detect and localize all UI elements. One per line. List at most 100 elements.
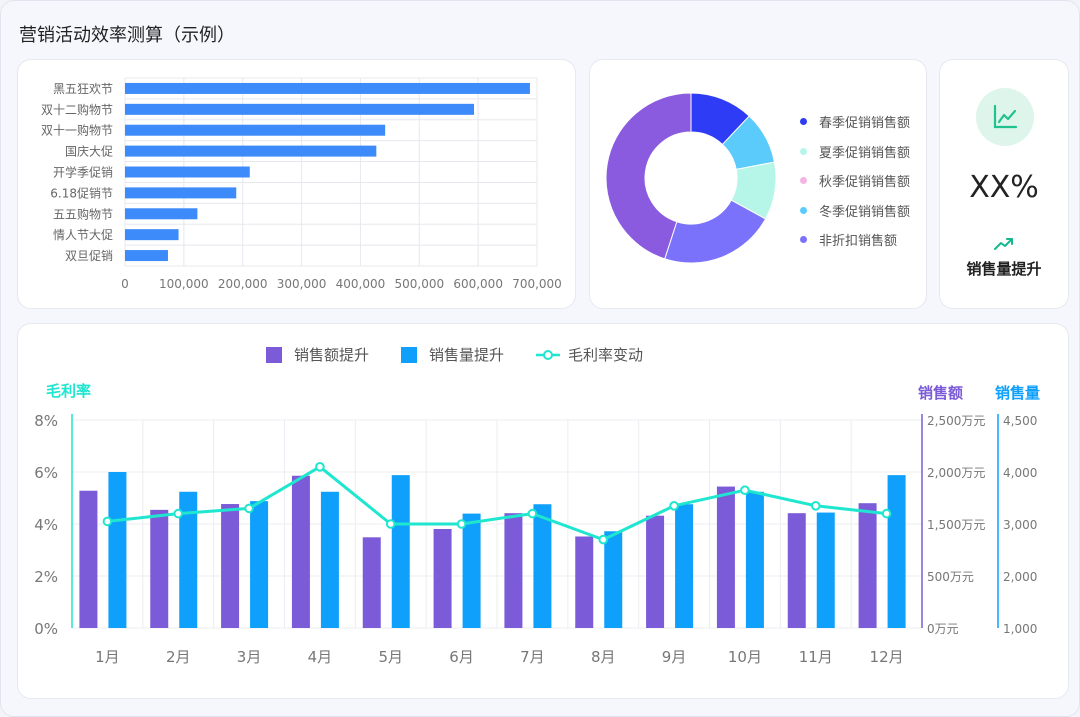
bar-sales-amount: [716, 486, 735, 628]
y-right2-tick-label: 4,500: [1003, 414, 1037, 428]
legend-label: 销售额提升: [294, 346, 370, 364]
bar-sales-volume: [108, 472, 127, 628]
bar-sales-volume: [462, 513, 481, 628]
kpi-value: XX%: [969, 170, 1039, 205]
y-left-tick-label: 2%: [34, 568, 58, 586]
category-label: 国庆大促: [65, 145, 113, 159]
legend-dot: [800, 177, 807, 184]
bar: [125, 229, 179, 241]
legend-dot: [800, 118, 807, 125]
x-tick-label: 400,000: [336, 277, 386, 291]
bar-sales-amount: [646, 515, 665, 628]
y-left-tick-label: 0%: [34, 620, 58, 638]
legend-margin: 毛利率变动: [536, 344, 643, 365]
x-tick-label: 8月: [591, 648, 616, 666]
margin-point: [456, 519, 467, 529]
x-tick-label: 0: [121, 277, 129, 291]
bar-sales-volume: [250, 501, 269, 628]
y-right2-axis-title: 销售量: [995, 384, 1040, 402]
monthly-combo-chart-card: 销售额提升 销售量提升 毛利率变动 0% 2% 4% 6% 8% 毛利率 销售额 销售量 0万元…: [17, 323, 1069, 699]
bar: [125, 208, 198, 220]
bar-sales-amount: [79, 490, 98, 628]
bar-sales-volume: [887, 475, 906, 628]
margin-line: [107, 465, 887, 542]
x-tick-label: 12月: [870, 648, 904, 666]
y-right1-tick-label: 0万元: [927, 622, 959, 636]
y-left-tick-label: 8%: [34, 412, 58, 430]
y-right2-tick-label: 3,000: [1003, 518, 1037, 532]
x-tick-label: 10月: [728, 648, 762, 666]
bar-sales-volume: [320, 491, 339, 628]
y-right1-tick-label: 1,500万元: [927, 518, 985, 532]
margin-point: [244, 503, 254, 514]
bar-sales-volume: [816, 512, 835, 628]
bar-sales-volume: [604, 531, 623, 628]
legend-sales-amount: 销售额提升: [266, 344, 369, 365]
donut-legend-item: 冬季促销销售额: [800, 201, 910, 220]
margin-point: [598, 534, 609, 545]
x-tick-label: 600,000: [453, 277, 503, 291]
category-label: 开学季促销: [53, 165, 113, 180]
kpi-card: XX% 销售量提升: [939, 59, 1069, 309]
bar-sales-amount: [787, 513, 806, 628]
x-tick-label: 9月: [662, 648, 687, 666]
legend-line-marker-icon: [536, 349, 560, 360]
category-label: 情人节大促: [53, 228, 113, 242]
y-left-tick-label: 4%: [34, 516, 58, 534]
bar: [125, 250, 168, 262]
donut-legend-item: 春季促销销售额: [800, 112, 910, 131]
x-tick-label: 5月: [378, 648, 403, 666]
y-left-axis-title: 毛利率: [46, 382, 91, 400]
season-donut-chart: [605, 92, 777, 264]
kpi-label: 销售量提升: [966, 260, 1042, 278]
y-right1-tick-label: 2,000万元: [927, 466, 985, 480]
category-label: 6.18促销节: [50, 186, 113, 200]
page-title: 营销活动效率测算（示例）: [19, 25, 235, 46]
bar: [125, 187, 237, 199]
legend-swatch-blue: [401, 346, 417, 363]
legend-label: 销售量提升: [429, 346, 505, 364]
y-right2-tick-label: 2,000: [1003, 570, 1037, 584]
donut-slice: [605, 92, 692, 260]
category-label: 双旦促销: [65, 249, 113, 263]
margin-point: [102, 516, 113, 527]
legend-label: 秋季促销销售额: [819, 175, 911, 190]
margin-point: [385, 519, 396, 529]
y-right2-tick-label: 1,000: [1003, 622, 1037, 636]
margin-point: [669, 501, 679, 511]
x-tick-label: 1月: [95, 648, 120, 666]
bar-sales-amount: [150, 509, 169, 628]
legend-dot: [800, 206, 807, 214]
campaign-sales-bar-chart-card: 0 100,000 200,000 300,000 400,000 500,000 600,…: [17, 59, 576, 309]
bar-sales-amount: [504, 513, 523, 628]
margin-point: [810, 501, 821, 511]
donut-legend-item: 夏季促销销售额: [800, 142, 910, 161]
bar-sales-amount: [291, 475, 310, 628]
bar-sales-amount: [858, 503, 877, 628]
margin-point: [173, 508, 184, 519]
x-tick-label: 100,000: [159, 277, 209, 291]
y-right1-tick-label: 2,500万元: [927, 414, 985, 428]
x-tick-label: 200,000: [218, 277, 268, 291]
bar-sales-amount: [221, 504, 240, 628]
category-label: 五五购物节: [53, 206, 113, 221]
bar-sales-volume: [391, 475, 410, 628]
legend-dot: [800, 147, 807, 155]
bar: [125, 166, 250, 178]
bar-sales-amount: [575, 536, 594, 628]
x-tick-label: 4月: [308, 648, 333, 666]
trend-up-icon: [994, 236, 1014, 256]
margin-point: [527, 508, 538, 519]
legend-label: 非折扣销售额: [819, 234, 898, 249]
x-tick-label: 300,000: [277, 277, 327, 291]
category-label: 双十一购物节: [41, 123, 113, 138]
x-tick-label: 11月: [799, 648, 833, 666]
campaign-bar-chart: 0 100,000 200,000 300,000 400,000 500,000 600,…: [41, 77, 562, 291]
y-right1-tick-label: 500万元: [927, 570, 974, 584]
legend-sales-volume: 销售量提升: [401, 344, 504, 365]
donut-legend-item: 非折扣销售额: [800, 230, 897, 249]
x-tick-label: 2月: [166, 648, 191, 666]
bar: [125, 145, 377, 157]
y-left-tick-label: 6%: [34, 464, 58, 482]
